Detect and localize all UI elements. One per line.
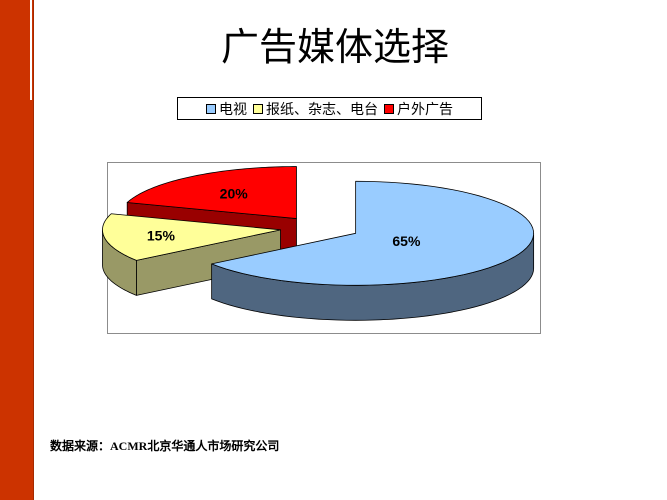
legend-item-tv: 电视 (206, 101, 247, 117)
legend-label-print-radio: 报纸、杂志、电台 (266, 100, 378, 117)
legend-label-outdoor: 户外广告 (397, 100, 453, 117)
slice-top (211, 180, 534, 286)
pie-slice-print-radio (102, 213, 281, 296)
legend-item-print-radio: 报纸、杂志、电台 (253, 101, 378, 117)
slice-top (102, 213, 281, 261)
chart-legend: 电视 报纸、杂志、电台 户外广告 (177, 97, 482, 120)
source-note: 数据来源：ACMR北京华通人市场研究公司 (50, 439, 280, 453)
accent-bar (0, 0, 34, 500)
data-label-outdoor: 20% (220, 185, 249, 201)
pie-slice-tv (211, 180, 535, 321)
legend-label-tv: 电视 (219, 100, 247, 117)
legend-swatch-tv (206, 103, 216, 114)
accent-bar-notch (30, 0, 32, 100)
data-label-print-radio: 15% (147, 227, 176, 243)
slide-title: 广告媒体选择 (220, 25, 449, 69)
legend-item-outdoor: 户外广告 (384, 101, 453, 117)
data-label-tv: 65% (392, 233, 421, 249)
pie-slices (102, 166, 535, 321)
legend-swatch-print-radio (253, 103, 263, 114)
data-labels: 65% 15% 20% (147, 185, 421, 249)
legend-swatch-outdoor (384, 103, 394, 114)
slice-top (126, 166, 297, 219)
